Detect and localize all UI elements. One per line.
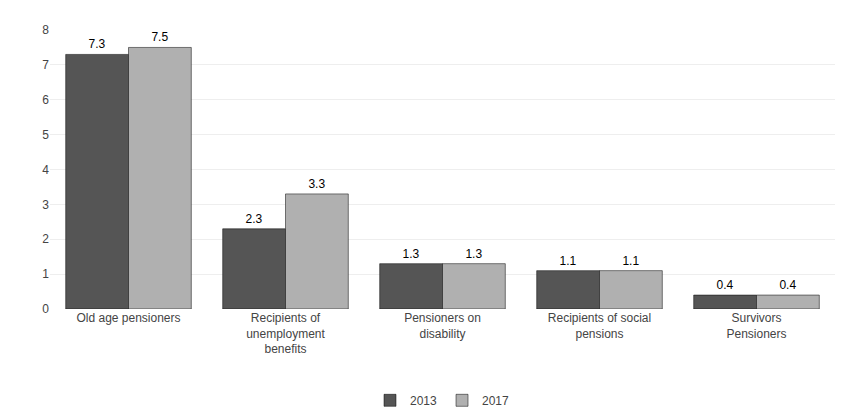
svg-text:1.3: 1.3 <box>403 247 420 261</box>
svg-text:7.3: 7.3 <box>89 37 106 51</box>
svg-text:1.1: 1.1 <box>622 254 639 268</box>
svg-text:3: 3 <box>42 198 49 212</box>
svg-text:1.1: 1.1 <box>560 254 577 268</box>
svg-text:0.4: 0.4 <box>779 278 796 292</box>
svg-text:0.4: 0.4 <box>717 278 734 292</box>
svg-text:7.5: 7.5 <box>151 30 168 44</box>
svg-text:Old age pensioners: Old age pensioners <box>76 311 180 325</box>
svg-text:1: 1 <box>42 267 49 281</box>
svg-text:2013: 2013 <box>410 394 437 408</box>
svg-text:2: 2 <box>42 232 49 246</box>
svg-text:2.3: 2.3 <box>246 212 263 226</box>
svg-text:Recipients ofunemploymentbenef: Recipients ofunemploymentbenefits <box>246 311 325 356</box>
svg-text:Pensioners ondisability: Pensioners ondisability <box>404 311 481 341</box>
svg-text:Recipients of socialpensions: Recipients of socialpensions <box>548 311 651 341</box>
svg-text:SurvivorsPensioners: SurvivorsPensioners <box>726 311 786 341</box>
svg-text:5: 5 <box>42 128 49 142</box>
svg-text:6: 6 <box>42 93 49 107</box>
svg-text:4: 4 <box>42 163 49 177</box>
svg-text:0: 0 <box>42 302 49 316</box>
svg-text:1.3: 1.3 <box>465 247 482 261</box>
svg-text:3.3: 3.3 <box>308 177 325 191</box>
svg-text:2017: 2017 <box>482 394 509 408</box>
svg-text:7: 7 <box>42 58 49 72</box>
svg-text:8: 8 <box>42 23 49 37</box>
